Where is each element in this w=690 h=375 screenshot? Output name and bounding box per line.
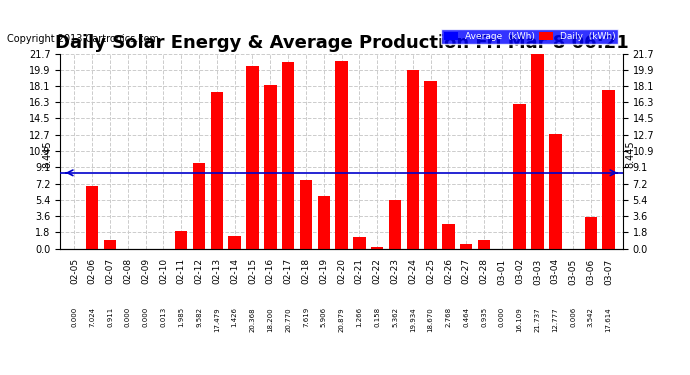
Text: 0.935: 0.935 — [481, 307, 487, 327]
Bar — [371, 247, 384, 249]
Text: 8.445: 8.445 — [43, 141, 52, 168]
Bar — [264, 85, 277, 249]
Text: 8.445: 8.445 — [625, 141, 635, 168]
Bar — [104, 240, 116, 249]
Text: 16.109: 16.109 — [517, 307, 522, 332]
Bar — [549, 134, 562, 249]
Bar — [282, 62, 295, 249]
Text: 0.000: 0.000 — [125, 307, 131, 327]
Bar — [228, 236, 241, 249]
Text: 0.000: 0.000 — [71, 307, 77, 327]
Bar — [442, 224, 455, 249]
Bar — [335, 61, 348, 249]
Text: 20.879: 20.879 — [339, 307, 344, 332]
Text: 0.000: 0.000 — [499, 307, 505, 327]
Text: 0.013: 0.013 — [161, 307, 166, 327]
Text: 5.906: 5.906 — [321, 307, 327, 327]
Bar — [513, 104, 526, 249]
Text: 0.464: 0.464 — [463, 307, 469, 327]
Text: 9.582: 9.582 — [196, 307, 202, 327]
Bar — [299, 180, 312, 249]
Bar — [602, 90, 615, 249]
Bar — [210, 92, 223, 249]
Bar — [353, 237, 366, 249]
Text: 20.368: 20.368 — [250, 307, 255, 332]
Text: 1.266: 1.266 — [356, 307, 362, 327]
Text: 5.362: 5.362 — [392, 307, 398, 327]
Text: 20.770: 20.770 — [285, 307, 291, 332]
Bar — [193, 163, 206, 249]
Text: 1.426: 1.426 — [232, 307, 237, 327]
Text: 17.479: 17.479 — [214, 307, 220, 332]
Text: 18.200: 18.200 — [267, 307, 273, 332]
Bar — [424, 81, 437, 249]
Text: 0.000: 0.000 — [143, 307, 148, 327]
Bar — [460, 244, 473, 249]
Bar — [317, 196, 330, 249]
Bar — [388, 201, 401, 249]
Text: Copyright 2013 Cartronics.com: Copyright 2013 Cartronics.com — [7, 34, 159, 44]
Bar — [86, 186, 99, 249]
Text: 0.911: 0.911 — [107, 307, 113, 327]
Bar — [584, 217, 597, 249]
Text: 21.737: 21.737 — [535, 307, 540, 332]
Text: 2.768: 2.768 — [446, 307, 451, 327]
Legend: Average  (kWh), Daily  (kWh): Average (kWh), Daily (kWh) — [442, 29, 618, 44]
Bar — [477, 240, 491, 249]
Bar — [175, 231, 188, 249]
Text: 3.542: 3.542 — [588, 307, 594, 327]
Bar — [531, 54, 544, 249]
Bar — [406, 70, 419, 249]
Title: Daily Solar Energy & Average Production Fri Mar 8 06:21: Daily Solar Energy & Average Production … — [55, 34, 629, 52]
Text: 0.006: 0.006 — [570, 307, 576, 327]
Text: 1.985: 1.985 — [178, 307, 184, 327]
Text: 0.158: 0.158 — [374, 307, 380, 327]
Text: 17.614: 17.614 — [606, 307, 612, 332]
Bar — [246, 66, 259, 249]
Text: 19.934: 19.934 — [410, 307, 416, 332]
Text: 18.670: 18.670 — [428, 307, 433, 332]
Text: 7.024: 7.024 — [89, 307, 95, 327]
Text: 12.777: 12.777 — [552, 307, 558, 332]
Text: 7.619: 7.619 — [303, 307, 309, 327]
